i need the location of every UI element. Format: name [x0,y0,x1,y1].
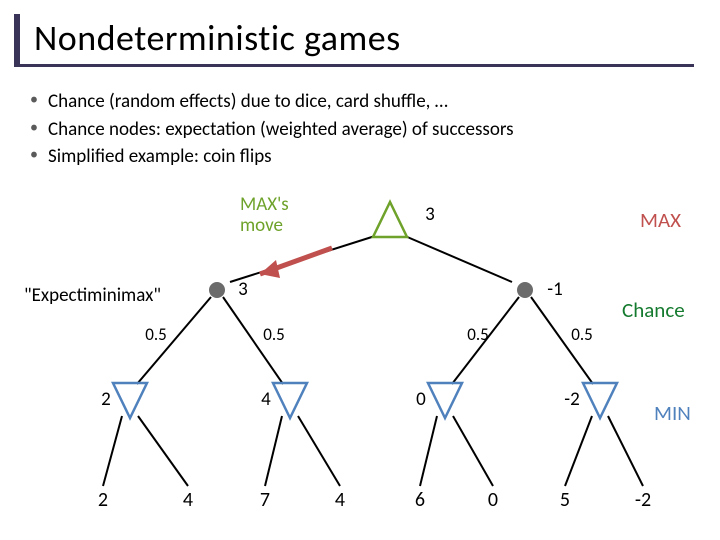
bullet-item: Simplified example: coin flips [30,143,514,171]
game-tree: 3 3 -1 0.5 0.5 0.5 0.5 2 4 0 -2 2 4 7 4 … [0,180,720,540]
max-node [373,202,407,237]
min-node [273,383,307,418]
tree-edge [298,416,340,486]
probability-label: 0.5 [145,324,167,345]
min-value: -2 [564,388,579,411]
min-value: 4 [261,388,271,411]
min-value: 2 [101,388,111,411]
leaf-value: 4 [183,488,193,512]
leaf-value: -2 [635,488,651,512]
min-value: 0 [416,388,426,411]
chance-value: 3 [238,278,248,301]
title-container: Nondeterministic games [14,14,694,67]
chance-node [517,282,533,298]
bullet-item: Chance (random effects) due to dice, car… [30,88,514,116]
leaf-value: 2 [98,488,108,512]
tree-edge [420,416,437,486]
probability-label: 0.5 [467,324,489,345]
min-node [583,383,617,418]
leaf-value: 5 [560,488,570,512]
tree-edge [608,416,643,486]
bullet-list: Chance (random effects) due to dice, car… [30,88,514,171]
chance-value: -1 [547,278,562,301]
tree-edge [265,416,282,486]
root-value: 3 [425,203,435,226]
probability-label: 0.5 [263,324,285,345]
chance-node [209,282,225,298]
bullet-item: Chance nodes: expectation (weighted aver… [30,116,514,144]
leaf-value: 6 [415,488,425,512]
probability-label: 0.5 [571,324,593,345]
page-title: Nondeterministic games [34,16,694,60]
min-node [113,383,147,418]
min-node [428,383,462,418]
tree-edge [565,416,592,486]
leaf-value: 7 [260,488,270,512]
tree-edge [405,236,512,282]
tree-edge [453,416,493,486]
tree-edge [138,416,188,486]
leaf-value: 4 [335,488,345,512]
tree-edge [103,416,122,486]
leaf-value: 0 [488,488,498,512]
